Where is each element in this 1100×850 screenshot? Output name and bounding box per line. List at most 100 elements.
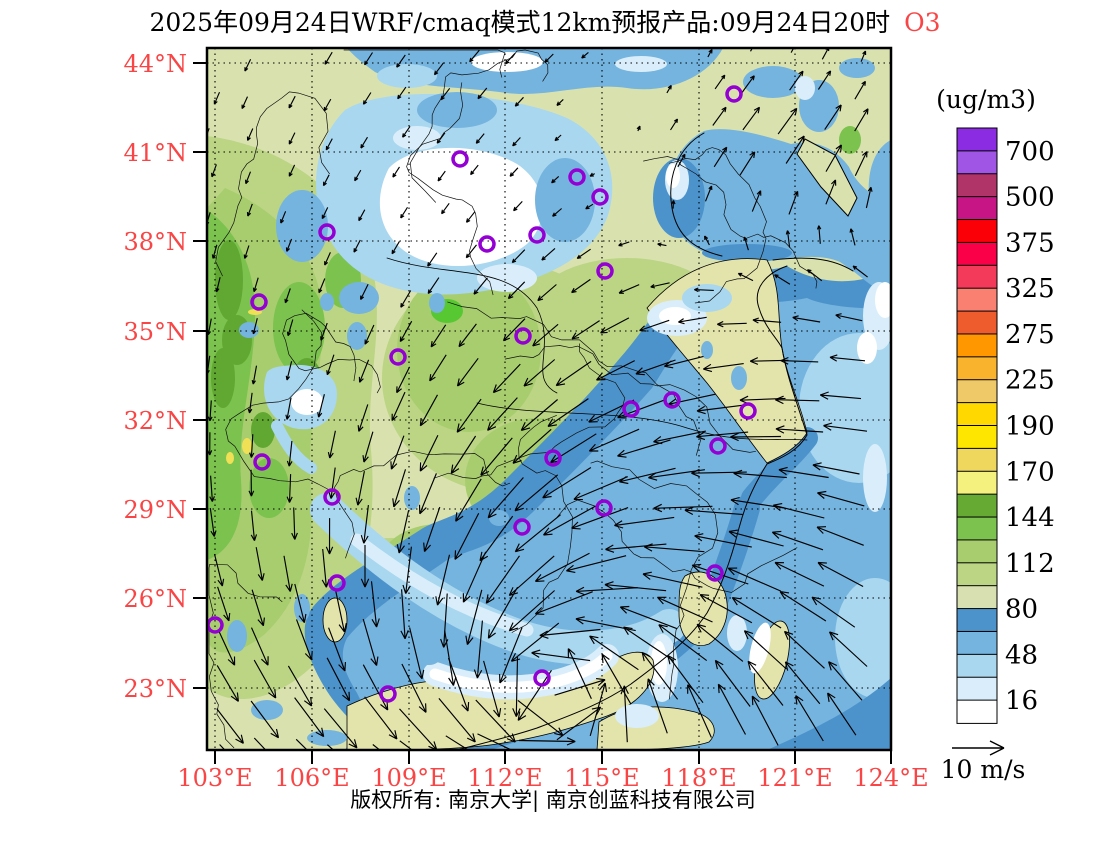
contour-region bbox=[857, 332, 877, 364]
wind-arrow bbox=[816, 526, 864, 546]
legend-cell bbox=[956, 562, 998, 587]
figure-title-species: O3 bbox=[904, 8, 940, 37]
wind-arrow bbox=[604, 581, 667, 592]
wind-arrow bbox=[455, 478, 482, 522]
wind-arrow bbox=[623, 626, 674, 662]
wind-arrow bbox=[671, 200, 676, 209]
wind-arrow bbox=[704, 235, 710, 246]
contour-region bbox=[417, 92, 497, 128]
wind-arrow bbox=[216, 708, 244, 744]
wind-arrow bbox=[658, 624, 708, 662]
wind-arrow bbox=[217, 629, 236, 666]
wind-arrow bbox=[542, 467, 592, 499]
wind-arrow bbox=[512, 657, 521, 717]
wind-arrow bbox=[207, 128, 210, 139]
legend-cell bbox=[956, 447, 998, 473]
wind-arrow bbox=[324, 252, 331, 266]
wind-arrow bbox=[694, 533, 752, 548]
legend-tick-label: 16 bbox=[1005, 686, 1038, 716]
wind-scale-arrow bbox=[952, 740, 1005, 756]
wind-arrow bbox=[253, 659, 277, 699]
wind-arrow bbox=[854, 151, 868, 176]
lat-tick-label: 38°N bbox=[123, 228, 187, 256]
wind-arrow bbox=[605, 543, 667, 553]
wind-arrow bbox=[554, 134, 562, 142]
wind-scale-label: 10 m/s bbox=[941, 755, 1026, 784]
wind-arrow bbox=[392, 166, 400, 178]
wind-arrow bbox=[554, 678, 606, 696]
boundary-line bbox=[406, 82, 494, 296]
wind-arrow bbox=[360, 283, 369, 300]
map-content bbox=[207, 48, 891, 750]
wind-arrow bbox=[817, 561, 864, 588]
wind-arrow bbox=[707, 48, 713, 58]
wind-arrow bbox=[618, 241, 630, 247]
contour-region bbox=[273, 282, 325, 374]
wind-arrow bbox=[355, 470, 365, 506]
contour-region bbox=[702, 244, 792, 262]
wind-arrow bbox=[328, 467, 336, 499]
wind-arrow bbox=[291, 507, 298, 540]
wind-arrow bbox=[677, 153, 686, 168]
wind-arrow bbox=[829, 354, 866, 362]
wind-arrow bbox=[854, 108, 869, 132]
station-marker bbox=[544, 449, 562, 467]
wind-arrow bbox=[209, 475, 215, 502]
wind-arrow bbox=[512, 137, 521, 147]
wind-arrow bbox=[774, 561, 825, 587]
wind-arrow bbox=[806, 269, 823, 282]
wind-arrow bbox=[475, 699, 516, 743]
wind-arrow bbox=[619, 467, 676, 485]
wind-arrow bbox=[511, 249, 526, 264]
boundary-line bbox=[590, 460, 719, 700]
wind-arrow bbox=[396, 54, 406, 68]
lon-tick-label: 124°E bbox=[853, 764, 928, 792]
wind-arrow bbox=[670, 118, 679, 131]
wind-arrow bbox=[543, 505, 596, 536]
wind-arrow bbox=[517, 699, 564, 737]
contour-band bbox=[456, 132, 854, 750]
wind-arrow bbox=[211, 164, 217, 178]
wind-arrow bbox=[456, 398, 482, 433]
wind-arrow bbox=[465, 211, 476, 223]
wind-arrow bbox=[288, 164, 296, 177]
wind-arrow bbox=[712, 106, 727, 126]
contour-region bbox=[429, 293, 445, 313]
wind-arrow bbox=[779, 591, 827, 622]
wind-arrow bbox=[589, 682, 608, 737]
wind-arrow bbox=[286, 440, 293, 467]
wind-arrow bbox=[477, 733, 513, 750]
wind-arrow bbox=[326, 354, 335, 376]
legend-cell bbox=[956, 425, 998, 450]
wind-arrow bbox=[323, 98, 332, 112]
wind-arrow bbox=[656, 596, 713, 623]
wind-arrow bbox=[447, 657, 470, 712]
wind-arrow bbox=[775, 395, 820, 405]
wind-arrow bbox=[816, 225, 822, 244]
wind-arrow bbox=[823, 422, 868, 432]
contour-region bbox=[242, 438, 252, 454]
wind-arrow bbox=[295, 619, 313, 661]
station-marker bbox=[663, 391, 681, 409]
wind-arrow bbox=[252, 318, 258, 335]
wind-arrow bbox=[440, 87, 451, 101]
wind-arrow bbox=[294, 583, 307, 623]
contour-region bbox=[347, 322, 367, 350]
wind-arrow bbox=[318, 278, 326, 294]
contour-region bbox=[835, 578, 891, 698]
wind-arrow bbox=[249, 434, 255, 458]
contour-region bbox=[839, 126, 861, 154]
wind-arrow bbox=[465, 589, 483, 645]
contour-region bbox=[227, 620, 247, 652]
legend-tick-label: 500 bbox=[1005, 183, 1055, 213]
wind-arrow bbox=[854, 80, 866, 100]
wind-arrow bbox=[641, 651, 679, 700]
legend-tick-label: 275 bbox=[1005, 320, 1055, 350]
wind-arrow bbox=[534, 591, 593, 615]
wind-arrow bbox=[364, 696, 398, 740]
legend-tick-label: 190 bbox=[1005, 412, 1055, 442]
wind-arrow bbox=[250, 700, 280, 739]
wind-arrow bbox=[774, 274, 791, 285]
wind-arrow bbox=[253, 737, 267, 750]
